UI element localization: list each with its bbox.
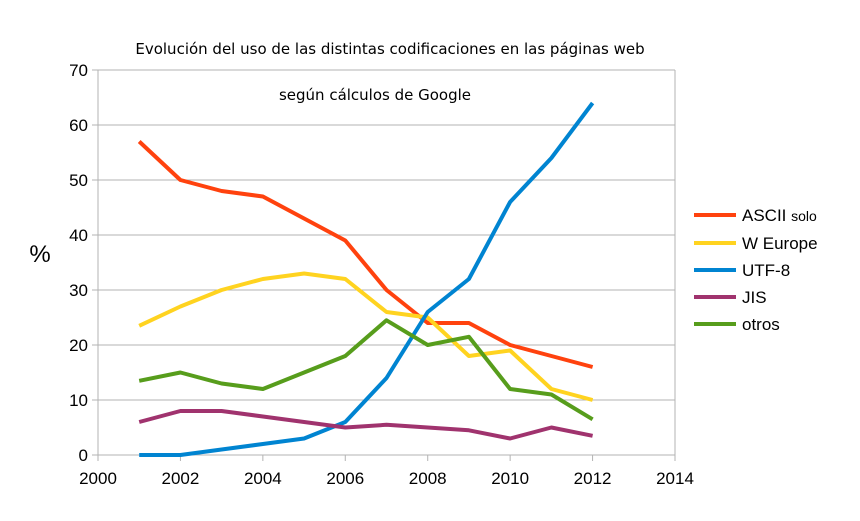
tick-labels: 0 10 20 30 40 50 60 70 2000 2002 2004 2006 2008 2010 2… xyxy=(69,61,694,488)
x-tick-label: 2004 xyxy=(244,469,282,488)
legend-label-jis: JIS xyxy=(742,288,767,307)
y-tick-label: 0 xyxy=(79,446,88,465)
x-tick-label: 2006 xyxy=(326,469,364,488)
grid-lines xyxy=(98,69,675,401)
series-line-ascii xyxy=(137,140,594,369)
chart-title: Evolución del uso de las distintas codif… xyxy=(135,40,644,58)
series-line-utf-8 xyxy=(139,101,595,457)
y-tick-label: 60 xyxy=(69,116,88,135)
series-line-otros xyxy=(138,318,594,422)
y-tick-label: 40 xyxy=(69,226,88,245)
y-axis-label: % xyxy=(29,241,50,268)
legend-label-otros: otros xyxy=(742,315,780,334)
x-tick-label: 2002 xyxy=(162,469,200,488)
x-tick-label: 2000 xyxy=(79,469,117,488)
x-tick-label: 2008 xyxy=(409,469,447,488)
axes xyxy=(92,69,676,461)
y-tick-label: 30 xyxy=(69,281,88,300)
series-line-w-europe xyxy=(138,271,594,402)
series-lines xyxy=(137,101,595,457)
legend-label-w-europe: W Europe xyxy=(742,234,818,253)
legend: ASCII solo W Europe UTF-8 JIS otros xyxy=(694,206,818,334)
y-tick-label: 20 xyxy=(69,336,88,355)
y-tick-label: 70 xyxy=(69,61,88,80)
legend-label-utf8: UTF-8 xyxy=(742,261,790,280)
series-line-jis xyxy=(138,409,593,441)
y-tick-label: 10 xyxy=(69,391,88,410)
x-tick-label: 2014 xyxy=(656,469,694,488)
y-tick-label: 50 xyxy=(69,171,88,190)
legend-label-ascii: ASCII solo xyxy=(742,206,817,225)
x-tick-label: 2012 xyxy=(574,469,612,488)
x-tick-label: 2010 xyxy=(491,469,529,488)
chart-subtitle: según cálculos de Google xyxy=(279,86,471,104)
